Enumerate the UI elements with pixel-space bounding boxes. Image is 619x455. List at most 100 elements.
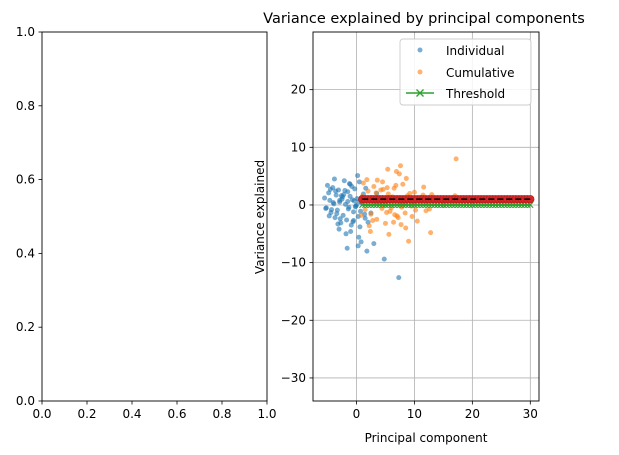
- cumulative-point: [365, 188, 371, 194]
- individual-point: [345, 206, 351, 212]
- cumulative-point: [360, 180, 366, 186]
- individual-point: [336, 226, 342, 232]
- right-scatter-axes: Variance explained by principal componen…: [253, 11, 585, 445]
- cumulative-point: [386, 231, 392, 237]
- series-red-markers: [358, 195, 535, 204]
- x-tick-label: 20: [465, 407, 480, 421]
- cumulative-point: [413, 207, 419, 213]
- y-tick-label: 0: [298, 198, 306, 212]
- individual-point: [356, 179, 362, 185]
- plot-area: [322, 156, 535, 281]
- left-y-tick-label: 0.6: [16, 173, 35, 187]
- individual-point: [330, 200, 336, 206]
- x-tick-label: 30: [523, 407, 538, 421]
- individual-point: [381, 256, 387, 262]
- individual-point: [340, 212, 346, 218]
- cumulative-point: [411, 189, 417, 195]
- x-tick-label: 10: [407, 407, 422, 421]
- cumulative-point: [364, 177, 370, 183]
- cumulative-point: [362, 207, 368, 213]
- individual-point: [344, 245, 350, 251]
- y-tick-label: 10: [291, 140, 306, 154]
- individual-point: [341, 178, 347, 184]
- legend-label-individual: Individual: [446, 44, 504, 58]
- individual-point: [348, 228, 354, 234]
- individual-point: [337, 197, 343, 203]
- left-x-tick-label: 0.4: [122, 407, 141, 421]
- cumulative-point: [366, 223, 372, 229]
- cumulative-point: [398, 222, 404, 228]
- left-y-tick-label: 0.2: [16, 320, 35, 334]
- individual-point: [351, 209, 357, 215]
- cumulative-point: [382, 220, 388, 226]
- individual-point: [344, 217, 350, 223]
- cumulative-point: [385, 191, 391, 197]
- individual-point: [371, 241, 377, 247]
- individual-point: [362, 215, 368, 221]
- individual-point: [338, 193, 344, 199]
- legend-label-threshold: Threshold: [445, 87, 505, 101]
- y-tick-label: −30: [281, 371, 306, 385]
- legend-marker-cumulative: [417, 69, 423, 75]
- cumulative-point: [409, 214, 415, 219]
- individual-point: [358, 239, 364, 245]
- individual-point: [347, 181, 353, 187]
- left-empty-axes: 0.0 0.2 0.4 0.6 0.8 1.0 0.0 0.2 0.4 0.6 0.8 1.0: [16, 25, 277, 421]
- individual-point: [335, 221, 341, 227]
- cumulative-point: [391, 219, 397, 225]
- individual-point: [355, 243, 361, 249]
- individual-point: [364, 248, 370, 254]
- legend-marker-individual: [417, 47, 423, 53]
- cumulative-point: [428, 230, 434, 236]
- y-tick-label: 20: [291, 83, 306, 97]
- individual-point: [332, 215, 338, 221]
- left-axes-frame: [41, 31, 268, 402]
- individual-point: [331, 176, 337, 182]
- cumulative-point: [380, 179, 386, 185]
- cumulative-point: [380, 186, 386, 192]
- chart-title: Variance explained by principal componen…: [263, 11, 585, 27]
- cumulative-point: [368, 211, 374, 217]
- left-x-tick-label: 0.0: [32, 407, 51, 421]
- cumulative-point: [371, 184, 377, 190]
- cumulative-point: [374, 177, 380, 183]
- cumulative-point: [384, 185, 390, 191]
- individual-point: [358, 208, 364, 214]
- individual-point: [324, 182, 330, 188]
- cumulative-point: [402, 210, 408, 216]
- left-x-tick-label: 0.2: [77, 407, 96, 421]
- cumulative-point: [373, 190, 379, 196]
- individual-point: [356, 234, 362, 240]
- cumulative-point: [403, 225, 409, 231]
- legend-marker-threshold: [416, 89, 424, 97]
- individual-point: [357, 224, 363, 230]
- cumulative-point: [393, 169, 399, 175]
- cumulative-point: [393, 182, 399, 188]
- cumulative-point: [395, 215, 401, 221]
- y-axis-label: Variance explained: [253, 160, 267, 274]
- individual-point: [329, 207, 335, 213]
- legend: Individual Cumulative Threshold: [399, 38, 532, 106]
- left-y-tick-label: 1.0: [16, 25, 35, 39]
- left-x-tick-label: 0.8: [212, 407, 231, 421]
- cumulative-point: [421, 184, 427, 190]
- x-axis-label: Principal component: [365, 431, 488, 445]
- individual-point: [345, 199, 351, 205]
- individual-point: [323, 205, 329, 211]
- cumulative-point: [374, 216, 380, 222]
- individual-point: [333, 188, 339, 194]
- individual-point: [327, 186, 333, 192]
- cumulative-point: [414, 218, 420, 224]
- left-y-tick-label: 0.4: [16, 246, 35, 260]
- cumulative-point: [358, 212, 364, 218]
- cumulative-point: [453, 156, 459, 162]
- series-individual: [322, 173, 402, 281]
- cumulative-point: [398, 163, 404, 169]
- left-y-tick-label: 0.8: [16, 99, 35, 113]
- individual-point: [355, 173, 361, 179]
- cumulative-point: [370, 218, 376, 224]
- cumulative-point: [403, 175, 409, 181]
- left-x-ticks: 0.0 0.2 0.4 0.6 0.8 1.0: [32, 401, 277, 421]
- left-y-tick-label: 0.0: [16, 394, 35, 408]
